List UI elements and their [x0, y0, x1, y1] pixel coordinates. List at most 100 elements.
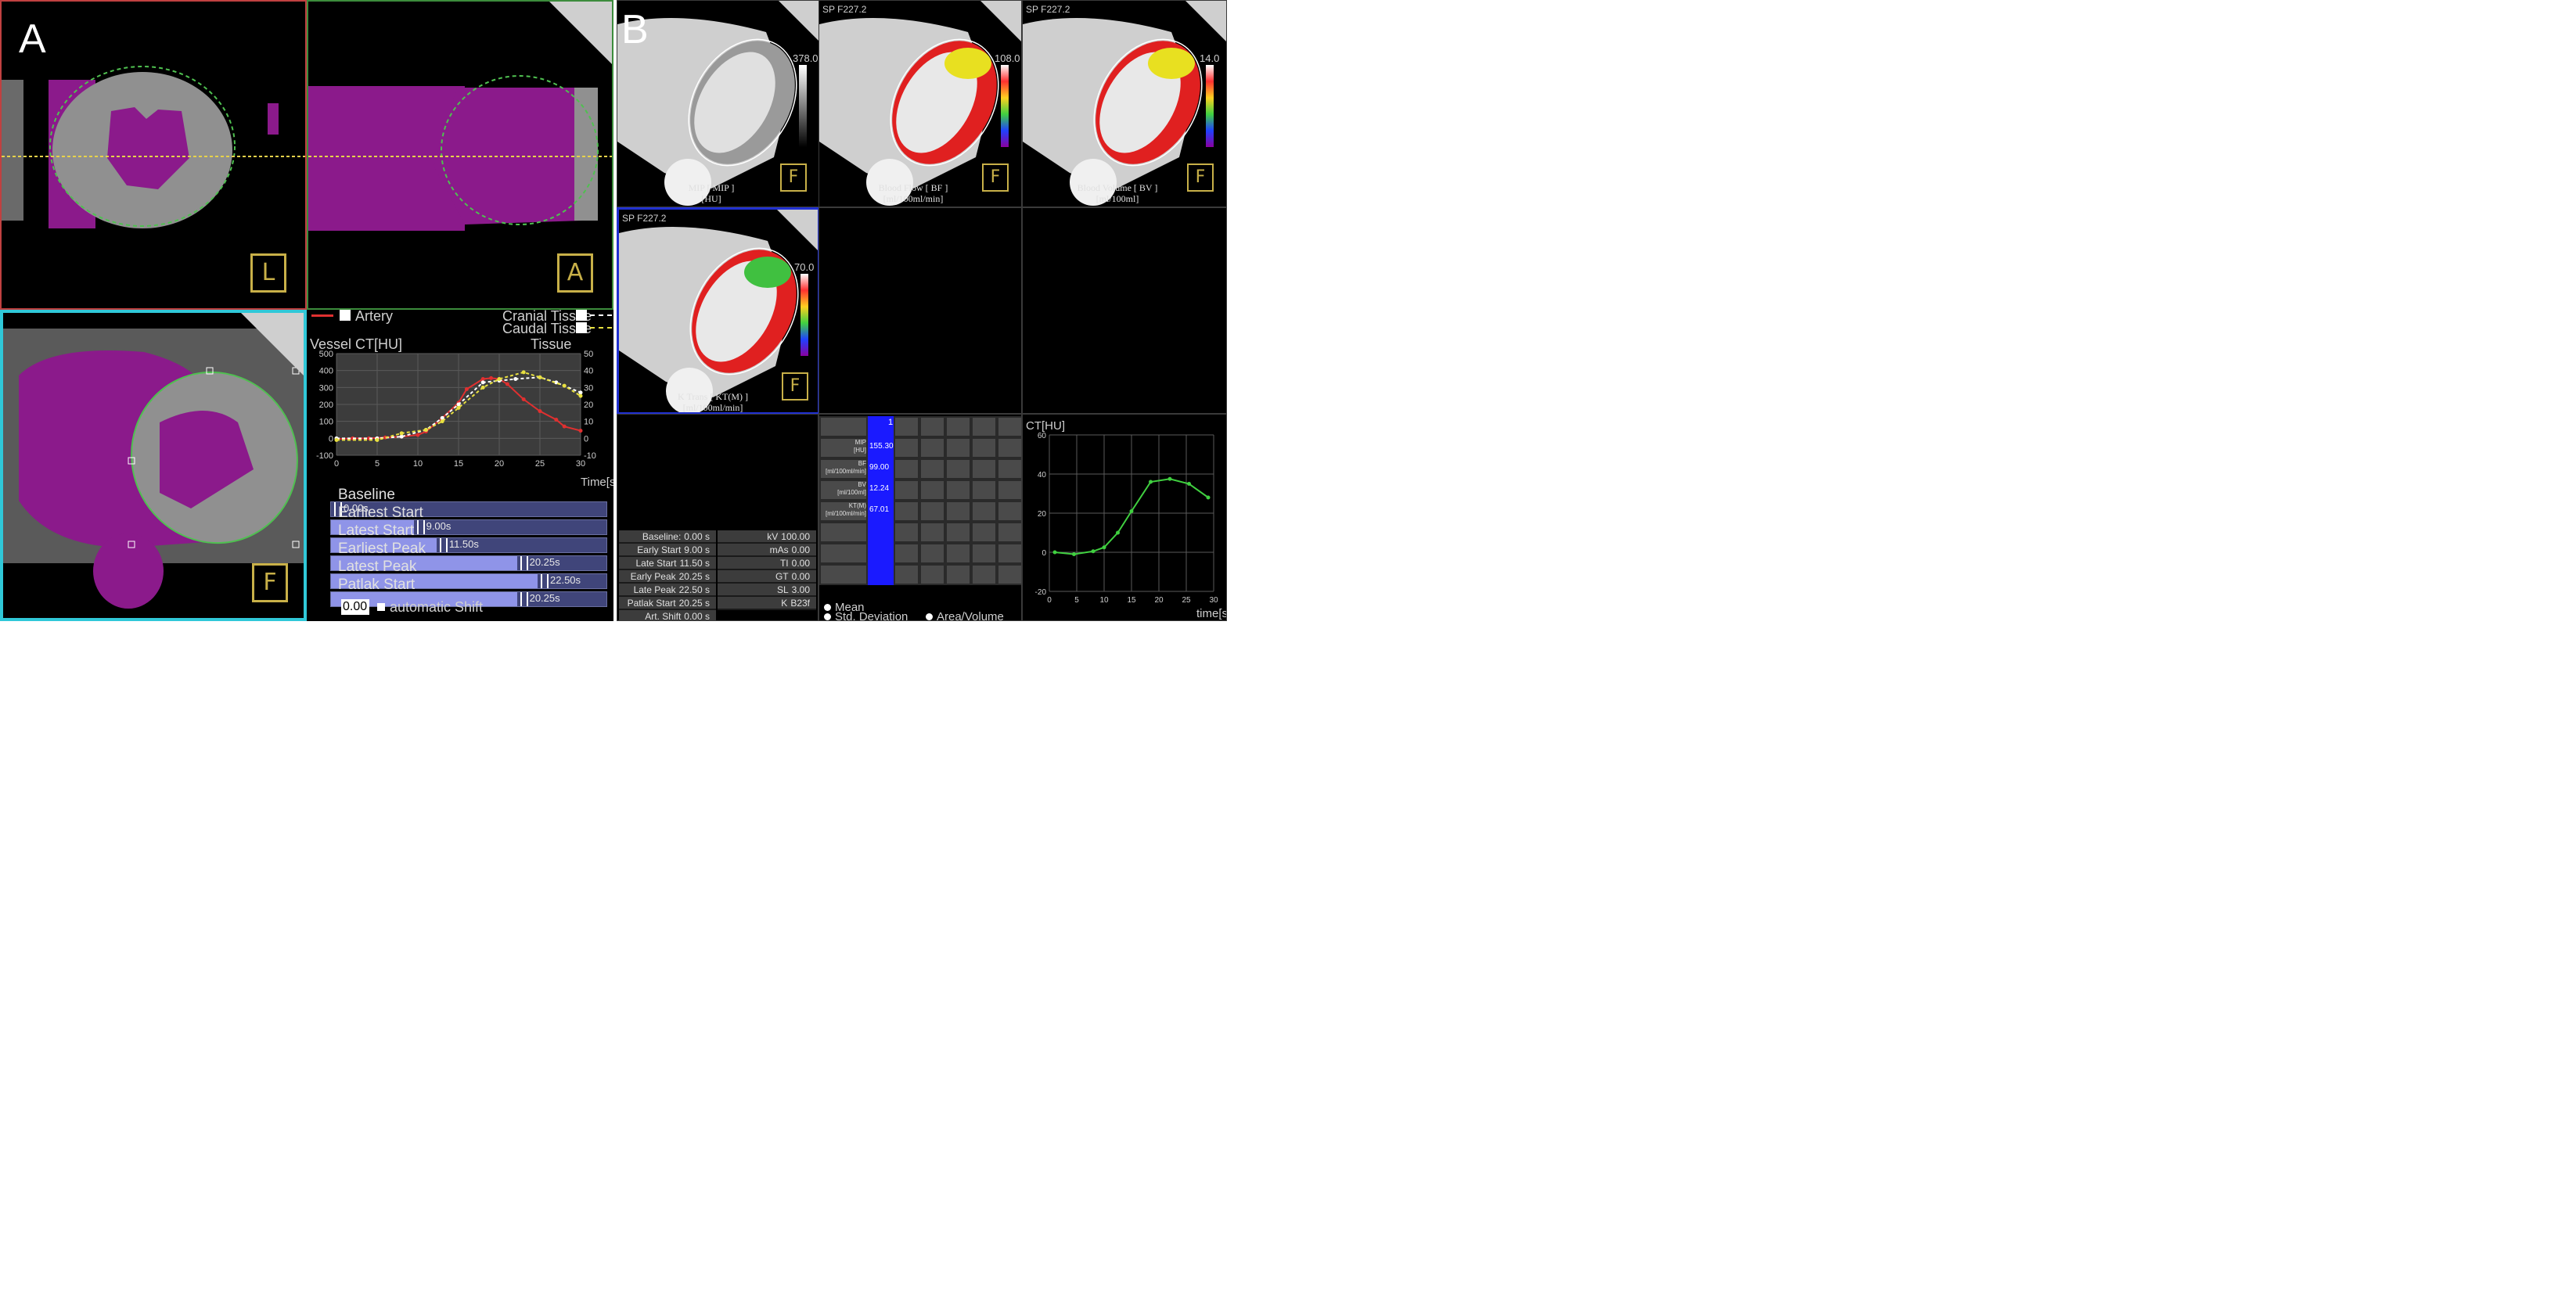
- panel-divider: [613, 0, 617, 621]
- table-cell[interactable]: [971, 501, 997, 522]
- shift-input[interactable]: 0.00: [341, 599, 369, 615]
- table-cell[interactable]: [971, 522, 997, 543]
- table-cell[interactable]: [945, 522, 971, 543]
- timing-bar-track[interactable]: 9.00s: [330, 519, 607, 535]
- table-cell[interactable]: [997, 501, 1021, 522]
- table-cell[interactable]: [868, 501, 894, 522]
- table-cell[interactable]: [868, 543, 894, 564]
- timing-bar-fill: [331, 556, 517, 570]
- table-cell[interactable]: [971, 416, 997, 437]
- timing-bar-handle[interactable]: [520, 592, 528, 606]
- timing-bar-track[interactable]: 20.25s: [330, 555, 607, 571]
- data-point: [521, 397, 526, 401]
- table-cell[interactable]: [997, 437, 1021, 458]
- table-cell[interactable]: [997, 458, 1021, 480]
- timing-bar-track[interactable]: 0.00s: [330, 501, 607, 517]
- map-viewport[interactable]: 378.0 MIP [ MIP ] [HU] F: [617, 0, 820, 207]
- table-cell[interactable]: [945, 458, 971, 480]
- table-cell[interactable]: [919, 437, 945, 458]
- corner-triangle-icon[interactable]: [779, 1, 819, 41]
- table-cell[interactable]: [894, 458, 919, 480]
- cranial-legend-line: [590, 314, 612, 316]
- table-cell[interactable]: [997, 522, 1021, 543]
- table-cell[interactable]: [971, 543, 997, 564]
- table-cell[interactable]: [997, 416, 1021, 437]
- table-cell[interactable]: [894, 543, 919, 564]
- area-radio[interactable]: [926, 613, 933, 620]
- orientation-marker: F: [982, 163, 1009, 192]
- panel-a-view-four-chamber[interactable]: F: [0, 310, 307, 621]
- table-cell[interactable]: [919, 458, 945, 480]
- param-label: mAs: [769, 544, 789, 555]
- timing-bar-handle[interactable]: [439, 538, 448, 552]
- table-cell[interactable]: [971, 437, 997, 458]
- table-cell[interactable]: [919, 501, 945, 522]
- table-cell[interactable]: [919, 564, 945, 585]
- table-cell[interactable]: [997, 480, 1021, 501]
- data-point: [497, 377, 502, 381]
- table-cell[interactable]: [868, 564, 894, 585]
- table-row-label: BV [ml/100ml]: [837, 481, 866, 496]
- table-cell[interactable]: [945, 437, 971, 458]
- artery-checkbox[interactable]: [340, 310, 351, 321]
- panel-a-view-axial[interactable]: A: [307, 0, 613, 310]
- table-cell[interactable]: [868, 437, 894, 458]
- table-cell[interactable]: [894, 437, 919, 458]
- timing-bar-handle[interactable]: [334, 502, 342, 516]
- table-cell[interactable]: [868, 522, 894, 543]
- table-row-header: [819, 480, 868, 501]
- table-cell[interactable]: [945, 543, 971, 564]
- table-cell[interactable]: [868, 416, 894, 437]
- data-point: [440, 415, 444, 420]
- table-cell[interactable]: [919, 522, 945, 543]
- timing-bar-handle[interactable]: [541, 574, 549, 588]
- timing-bar-track[interactable]: 20.25s: [330, 591, 607, 607]
- caudal-checkbox[interactable]: [576, 322, 587, 333]
- y-tick-label: -20: [1035, 588, 1047, 597]
- map-viewport[interactable]: 108.0 SP F227.2 Blood Flow [ BF ] [ml/100ml…: [818, 0, 1022, 207]
- cranial-checkbox[interactable]: [576, 310, 587, 321]
- timing-bar-track[interactable]: 22.50s: [330, 573, 607, 589]
- empty-viewport[interactable]: [1022, 207, 1227, 414]
- param-label: Late Start: [635, 558, 677, 569]
- table-cell[interactable]: [971, 480, 997, 501]
- corner-triangle-icon[interactable]: [980, 1, 1021, 41]
- timing-bar-track[interactable]: 11.50s: [330, 537, 607, 553]
- corner-triangle-icon[interactable]: [549, 2, 612, 64]
- table-cell[interactable]: [894, 501, 919, 522]
- corner-triangle-icon[interactable]: [1185, 1, 1226, 41]
- table-cell[interactable]: [894, 480, 919, 501]
- map-image: [1023, 18, 1203, 206]
- table-cell[interactable]: [945, 480, 971, 501]
- table-cell[interactable]: [919, 480, 945, 501]
- table-cell[interactable]: [894, 416, 919, 437]
- table-cell[interactable]: [894, 564, 919, 585]
- empty-viewport[interactable]: [818, 207, 1022, 414]
- data-point: [416, 433, 420, 437]
- timing-bar-handle[interactable]: [520, 556, 528, 570]
- panel-a-view-sagittal[interactable]: L A: [0, 0, 307, 310]
- table-cell[interactable]: [997, 543, 1021, 564]
- table-cell[interactable]: [997, 564, 1021, 585]
- table-cell[interactable]: [919, 416, 945, 437]
- param-value: 0.00: [791, 558, 810, 569]
- mean-radio[interactable]: [824, 604, 831, 611]
- table-cell[interactable]: [919, 543, 945, 564]
- caudal-legend-line: [590, 327, 612, 329]
- std-radio[interactable]: [824, 613, 831, 620]
- table-cell[interactable]: [945, 564, 971, 585]
- table-cell[interactable]: [868, 458, 894, 480]
- table-cell[interactable]: [945, 501, 971, 522]
- table-cell[interactable]: [971, 564, 997, 585]
- table-cell[interactable]: [945, 416, 971, 437]
- auto-shift-checkbox[interactable]: [377, 603, 385, 611]
- map-viewport[interactable]: 70.0 SP F227.2 K Trans [ KT(M) ] [ml/100ml/…: [617, 207, 820, 415]
- param-row: SL 3.00: [718, 584, 816, 597]
- table-cell[interactable]: [894, 522, 919, 543]
- table-cell[interactable]: [868, 480, 894, 501]
- timing-bar-handle[interactable]: [416, 520, 425, 534]
- table-cell[interactable]: [971, 458, 997, 480]
- corner-triangle-icon[interactable]: [777, 210, 818, 250]
- map-viewport[interactable]: 14.0 SP F227.2 Blood Volume [ BV ] [ml/100m…: [1022, 0, 1227, 207]
- corner-triangle-icon[interactable]: [241, 313, 304, 375]
